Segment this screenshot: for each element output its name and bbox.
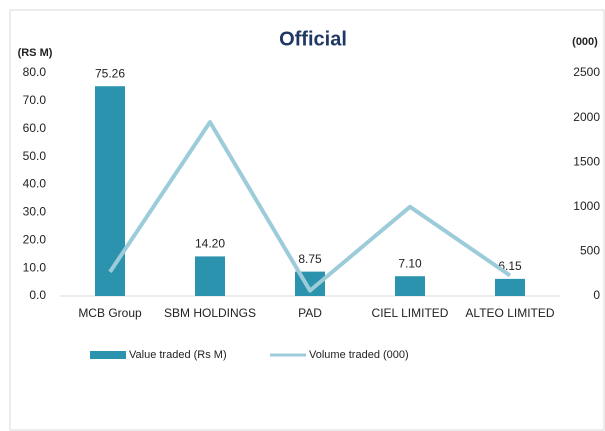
bar	[95, 86, 125, 296]
y2-tick-label: 2000	[573, 110, 600, 124]
line	[108, 120, 512, 293]
y-tick-label: 60.0	[23, 121, 47, 135]
y-tick-label: 80.0	[23, 65, 47, 79]
y-tick-label: 30.0	[23, 205, 47, 219]
y2-axis-label: (000)	[572, 36, 598, 48]
y2-tick-label: 1000	[573, 199, 600, 213]
bar	[495, 278, 525, 296]
data-label: 8.75	[298, 252, 322, 266]
y-tick-label: 10.0	[23, 260, 47, 274]
chart-title: Official	[279, 28, 347, 50]
data-label: 14.20	[195, 237, 225, 251]
x-tick-label: SBM HOLDINGS	[164, 306, 256, 320]
x-tick-label: MCB Group	[78, 306, 142, 320]
y2-tick-label: 1500	[573, 154, 600, 168]
data-label: 75.26	[95, 66, 125, 80]
legend-swatch	[90, 351, 126, 359]
x-tick-label: CIEL LIMITED	[372, 306, 449, 320]
y-tick-label: 20.0	[23, 232, 47, 246]
y-tick-label: 0.0	[29, 288, 46, 302]
y2-tick-label: 500	[580, 244, 600, 258]
y2-tick-label: 2500	[573, 65, 600, 79]
y2-tick-label: 0	[593, 288, 600, 302]
y-axis-label: (RS M)	[18, 47, 53, 59]
legend-label: Volume traded (000)	[309, 349, 409, 361]
data-label: 7.10	[398, 256, 422, 270]
bar	[195, 256, 225, 296]
legend-label: Value traded (Rs M)	[129, 349, 227, 361]
y-tick-label: 50.0	[23, 149, 47, 163]
bar	[395, 276, 425, 296]
x-tick-label: ALTEO LIMITED	[465, 306, 554, 320]
x-tick-label: PAD	[298, 306, 322, 320]
y-tick-label: 40.0	[23, 177, 47, 191]
y-tick-label: 70.0	[23, 93, 47, 107]
